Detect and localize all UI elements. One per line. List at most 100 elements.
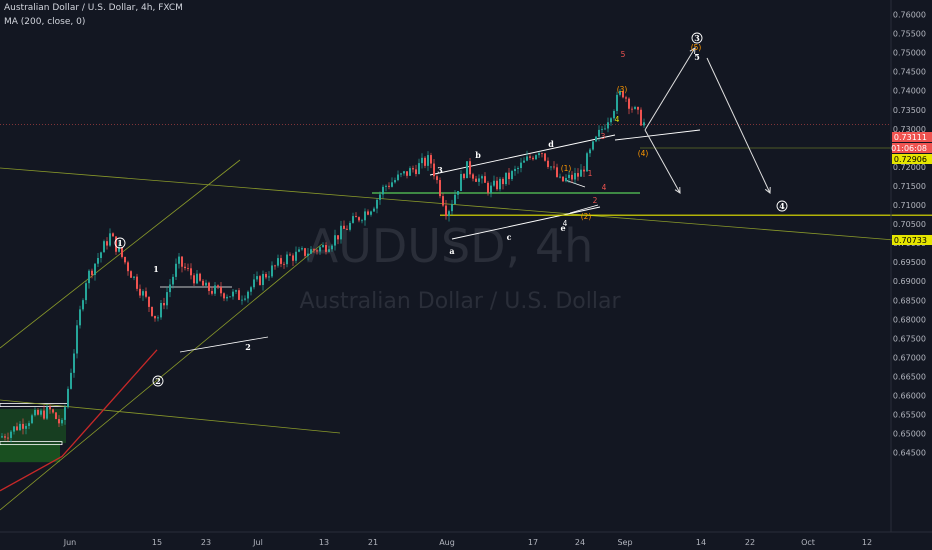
candle-body	[154, 315, 156, 319]
candle-body	[574, 173, 576, 180]
sub-wave-label: 3	[601, 132, 606, 141]
candle-body	[385, 185, 387, 187]
candle-body	[10, 431, 12, 438]
sub-wave-label: (4)	[638, 149, 649, 158]
time-axis[interactable]: Jun 15 23 Jul 13 21 Aug 17 24 Sep 14 22 Oct 12	[63, 538, 872, 547]
candle-body	[619, 90, 621, 95]
candle-body	[391, 182, 393, 187]
projection-arrow-head	[689, 47, 696, 55]
y-tick-label: 0.76000	[893, 11, 926, 20]
candle-body	[442, 196, 444, 206]
candle-body	[103, 241, 105, 253]
price-tag	[892, 132, 932, 142]
y-tick-label: 0.66000	[893, 392, 926, 401]
sub-wave-label: (2)	[581, 212, 592, 221]
major-wave-circle	[114, 237, 126, 249]
y-tick-label: 0.74000	[893, 87, 926, 96]
candle-body	[37, 409, 39, 415]
candle-body	[208, 282, 210, 291]
candle-body	[136, 276, 138, 289]
x-tick-label: 12	[862, 538, 872, 547]
candle-body	[460, 174, 462, 192]
candle-body	[49, 406, 51, 410]
candle-body	[76, 325, 78, 354]
y-tick-label: 0.73500	[893, 106, 926, 115]
candle-body	[637, 106, 639, 110]
candle-body	[127, 262, 129, 272]
candle-body	[367, 211, 369, 215]
candle-body	[382, 186, 384, 195]
candle-body	[259, 276, 261, 286]
trend-line	[614, 129, 701, 141]
candle-body	[463, 174, 465, 179]
candle-body	[310, 249, 312, 254]
candle-body	[478, 178, 480, 182]
candle-body	[523, 160, 525, 163]
candle-body	[484, 176, 486, 183]
candle-body	[292, 255, 294, 261]
candle-body	[631, 108, 633, 110]
candle-body	[217, 285, 219, 288]
candle-body	[400, 173, 402, 175]
candle-body	[238, 290, 240, 300]
zone-top-line	[0, 441, 63, 446]
candle-body	[79, 309, 81, 326]
candle-body	[379, 194, 381, 200]
candle-body	[124, 256, 126, 263]
candle-body	[172, 276, 174, 285]
trend-line	[451, 206, 601, 240]
price-tag	[892, 143, 932, 153]
major-wave-label: 2	[155, 376, 161, 386]
candle-body	[322, 245, 324, 248]
candle-body	[334, 235, 336, 246]
candle-body	[469, 161, 471, 175]
candle-body	[358, 217, 360, 221]
x-tick-label: 15	[152, 538, 162, 547]
candle-body	[118, 247, 120, 252]
candle-body	[343, 225, 345, 229]
candle-body	[457, 191, 459, 195]
candle-body	[415, 169, 417, 175]
minor-wave-label: 5	[694, 52, 700, 62]
y-tick-label: 0.74500	[893, 68, 926, 77]
candle-body	[241, 299, 243, 301]
candle-body	[232, 291, 234, 297]
candle-body	[502, 178, 504, 185]
candle-body	[454, 194, 456, 205]
candle-body	[643, 122, 645, 126]
candle-body	[634, 106, 636, 109]
candle-body	[625, 97, 627, 99]
x-tick-label: 22	[745, 538, 755, 547]
candle-body	[256, 276, 258, 280]
candle-body	[421, 157, 423, 164]
candle-body	[253, 279, 255, 288]
candle-body	[298, 249, 300, 252]
candle-body	[199, 273, 201, 281]
sub-wave-label: 5	[621, 50, 626, 59]
candle-body	[148, 296, 150, 307]
x-tick-label: 23	[201, 538, 211, 547]
candle-body	[559, 176, 561, 178]
trend-line	[0, 399, 341, 434]
candle-body	[424, 157, 426, 166]
candle-body	[115, 236, 117, 252]
projection-arrow	[706, 57, 771, 194]
candle-body	[142, 291, 144, 296]
candle-body	[163, 302, 165, 306]
candle-body	[175, 263, 177, 277]
candle-body	[43, 410, 45, 419]
y-tick-label: 0.64500	[893, 449, 926, 458]
candle-body	[577, 173, 579, 177]
candle-body	[418, 163, 420, 175]
candle-body	[616, 94, 618, 112]
watermark: AUDUSD, 4h Australian Dollar / U.S. Doll…	[300, 219, 622, 314]
candle-body	[604, 128, 606, 130]
chart-title: Australian Dollar / U.S. Dollar, 4h, FXC…	[4, 3, 183, 13]
candle-body	[397, 174, 399, 181]
candle-body	[493, 180, 495, 186]
y-tick-label: 0.67000	[893, 353, 926, 362]
corrective-wave-label: c	[507, 232, 512, 242]
candle-body	[19, 423, 21, 431]
candle-body	[193, 275, 195, 284]
